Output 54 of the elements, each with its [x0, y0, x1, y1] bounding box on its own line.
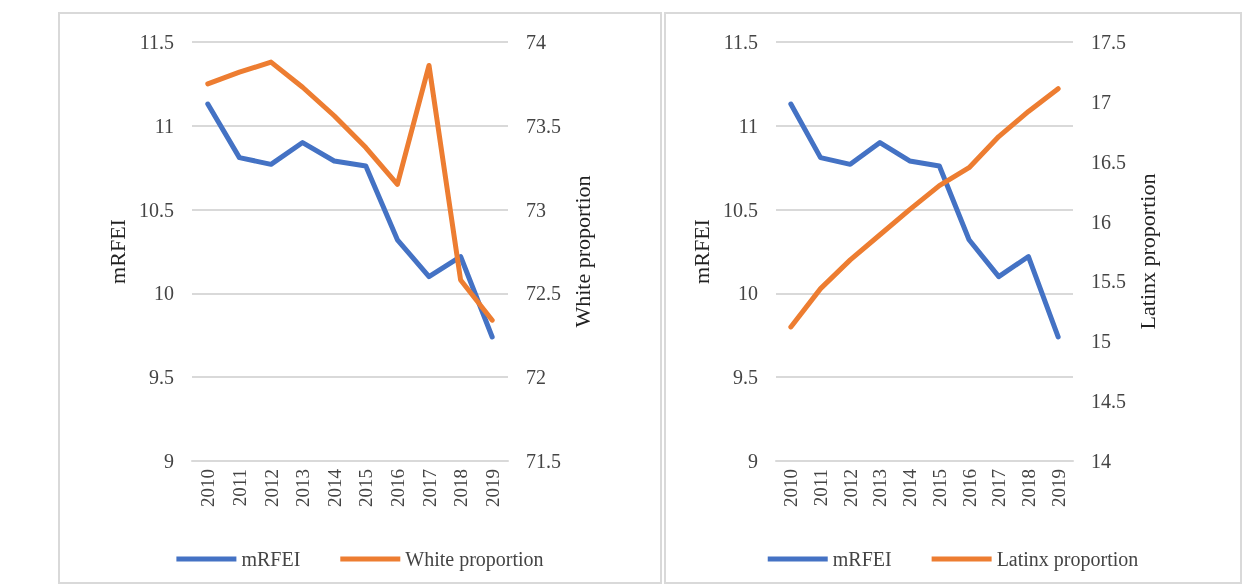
y2-tick-label: 16.5: [1091, 150, 1126, 173]
x-tick-label: 2018: [1017, 469, 1039, 507]
legend-label: mRFEI: [832, 548, 892, 570]
y2-tick-label: 71.5: [526, 450, 561, 472]
x-tick-label: 2015: [928, 469, 950, 507]
y-tick-label: 11.5: [723, 31, 758, 53]
y2-tick-label: 17: [1091, 90, 1111, 113]
x-tick-label: 2018: [450, 469, 472, 507]
x-tick-label: 2011: [810, 469, 832, 507]
y2-tick-label: 73: [526, 198, 546, 221]
x-tick-label: 2010: [780, 469, 802, 507]
y-tick-label: 10: [154, 282, 174, 305]
legend-label: mRFEI: [241, 548, 301, 570]
x-tick-label: 2013: [869, 469, 891, 507]
y-tick-label: 10.5: [139, 198, 174, 221]
y2-tick-label: 15.5: [1091, 270, 1126, 293]
y-tick-label: 11.5: [139, 31, 174, 53]
y-axis-title: mRFEI: [104, 219, 130, 284]
y-axis-title: mRFEI: [688, 219, 714, 284]
x-tick-label: 2012: [839, 469, 861, 507]
y2-axis-title: Latinx proportion: [1135, 173, 1161, 330]
y2-tick-label: 15: [1091, 330, 1111, 353]
legend-label: White proportion: [405, 548, 544, 571]
x-tick-label: 2014: [899, 468, 921, 507]
x-tick-label: 2013: [292, 469, 314, 507]
x-tick-label: 2014: [323, 468, 345, 507]
y2-tick-label: 72.5: [526, 282, 561, 305]
y2-tick-label: 14: [1091, 450, 1111, 472]
y-tick-label: 10.5: [723, 198, 758, 221]
x-tick-label: 2012: [260, 469, 282, 507]
y-tick-label: 9: [748, 450, 758, 472]
x-tick-label: 2011: [228, 469, 250, 507]
y2-tick-label: 74: [526, 31, 546, 53]
y-tick-label: 9.5: [149, 366, 174, 389]
y2-tick-label: 16: [1091, 210, 1111, 233]
x-tick-label: 2010: [197, 469, 219, 507]
x-tick-label: 2017: [988, 469, 1010, 507]
y-tick-label: 11: [738, 114, 758, 137]
y2-tick-label: 14.5: [1091, 390, 1126, 413]
y-tick-label: 9: [164, 450, 174, 472]
x-tick-label: 2017: [418, 469, 440, 507]
y-tick-label: 9.5: [733, 366, 758, 389]
y2-tick-label: 17.5: [1091, 31, 1126, 53]
x-tick-label: 2016: [958, 469, 980, 507]
y2-axis-title: White proportion: [570, 175, 596, 328]
y2-tick-label: 72: [526, 366, 546, 389]
y-tick-label: 11: [154, 114, 174, 137]
x-tick-label: 2019: [1047, 469, 1069, 507]
legend-label: Latinx proportion: [996, 548, 1139, 571]
y2-tick-label: 73.5: [526, 114, 561, 137]
x-tick-label: 2015: [355, 469, 377, 507]
y-tick-label: 10: [738, 282, 758, 305]
x-tick-label: 2019: [481, 469, 503, 507]
x-tick-label: 2016: [386, 469, 408, 507]
